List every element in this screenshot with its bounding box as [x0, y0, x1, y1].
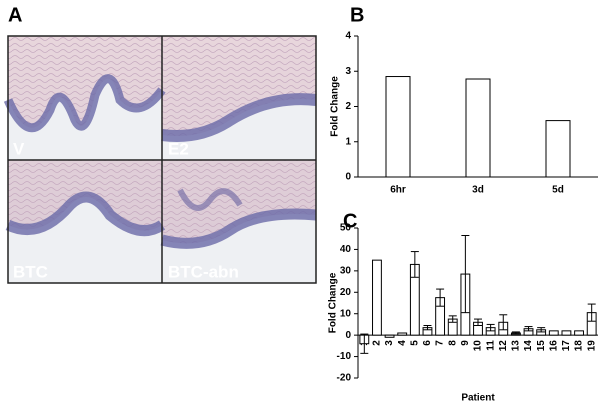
y-tick-label: 1 — [345, 136, 351, 147]
y-tick-label: 0 — [345, 172, 351, 183]
x-tick-label: 8 — [447, 340, 458, 346]
y-tick-label: 0 — [345, 330, 351, 341]
y-axis-title: Fold Change — [330, 76, 341, 137]
y-tick-label: -10 — [337, 351, 352, 362]
image-label: BTC — [13, 262, 48, 281]
bar — [545, 120, 571, 178]
x-tick-label: 16 — [548, 340, 559, 352]
bar — [385, 76, 411, 178]
x-tick-label: 13 — [511, 340, 522, 352]
x-tick-label: 18 — [574, 340, 585, 352]
histology-panel — [3, 35, 317, 284]
x-tick-label: 5 — [409, 340, 420, 346]
y-tick-label: 4 — [345, 31, 351, 42]
y-tick-label: 2 — [345, 101, 351, 112]
x-tick-label: 11 — [485, 340, 496, 351]
x-tick-label: 10 — [473, 340, 484, 352]
y-tick-label: 20 — [340, 287, 352, 298]
x-axis-title: Patient — [461, 393, 495, 404]
panel-label: C — [343, 210, 357, 232]
bar — [561, 330, 572, 336]
x-tick-label: 14 — [523, 340, 534, 352]
y-tick-label: 10 — [340, 308, 352, 319]
y-tick-label: 3 — [345, 66, 351, 77]
x-tick-label: 7 — [435, 340, 446, 346]
y-tick-label: -20 — [337, 373, 352, 384]
y-axis-title: Fold Change — [328, 272, 339, 333]
x-tick-label: 15 — [536, 340, 547, 352]
x-tick-label: 12 — [498, 340, 509, 352]
panel-label: A — [8, 4, 22, 26]
bar — [372, 259, 382, 336]
image-label: E2 — [168, 139, 189, 158]
bar — [574, 330, 584, 336]
x-tick-label: 6hr — [390, 185, 406, 196]
image-label: BTC-abn — [168, 262, 239, 281]
x-tick-label: 9 — [460, 340, 471, 346]
bar — [465, 78, 491, 178]
y-tick-label: 50 — [340, 223, 352, 234]
x-tick-label: 19 — [586, 340, 597, 352]
x-tick-label: 6 — [422, 340, 433, 346]
y-tick-label: 30 — [340, 265, 352, 276]
x-tick-label: 2 — [372, 340, 383, 346]
panel-label: B — [350, 4, 364, 26]
image-label: V — [13, 139, 25, 158]
x-tick-label: 4 — [397, 340, 408, 346]
x-tick-label: 3d — [472, 185, 484, 196]
x-tick-label: 5d — [552, 185, 564, 196]
y-tick-label: 40 — [340, 244, 352, 255]
x-tick-label: 3 — [384, 340, 395, 346]
bar — [397, 332, 408, 336]
bar — [548, 330, 559, 336]
x-tick-label: 17 — [561, 340, 572, 352]
bar — [384, 334, 395, 338]
